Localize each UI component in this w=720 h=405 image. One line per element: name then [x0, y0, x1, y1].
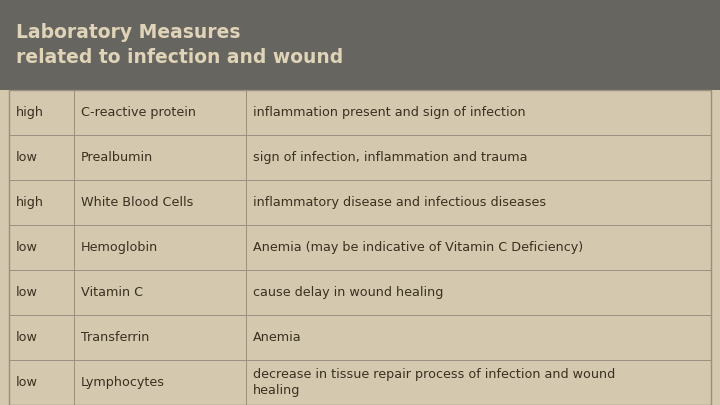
Bar — [0, 0, 720, 90]
Text: C-reactive protein: C-reactive protein — [81, 106, 196, 119]
Text: Vitamin C: Vitamin C — [81, 286, 143, 299]
Text: Transferrin: Transferrin — [81, 331, 150, 344]
Text: high: high — [16, 106, 44, 119]
Text: low: low — [16, 151, 37, 164]
Text: White Blood Cells: White Blood Cells — [81, 196, 194, 209]
Bar — [9, 90, 711, 405]
Text: low: low — [16, 286, 37, 299]
Text: Lymphocytes: Lymphocytes — [81, 376, 165, 389]
Text: cause delay in wound healing: cause delay in wound healing — [253, 286, 444, 299]
Text: Prealbumin: Prealbumin — [81, 151, 153, 164]
Bar — [9, 90, 711, 405]
Text: sign of infection, inflammation and trauma: sign of infection, inflammation and trau… — [253, 151, 528, 164]
Text: inflammation present and sign of infection: inflammation present and sign of infecti… — [253, 106, 526, 119]
Text: high: high — [16, 196, 44, 209]
Text: Hemoglobin: Hemoglobin — [81, 241, 158, 254]
Text: low: low — [16, 376, 37, 389]
Text: inflammatory disease and infectious diseases: inflammatory disease and infectious dise… — [253, 196, 546, 209]
Text: Laboratory Measures
related to infection and wound: Laboratory Measures related to infection… — [16, 23, 343, 67]
Text: decrease in tissue repair process of infection and wound
healing: decrease in tissue repair process of inf… — [253, 368, 616, 397]
Text: Anemia: Anemia — [253, 331, 302, 344]
Text: low: low — [16, 241, 37, 254]
Text: Anemia (may be indicative of Vitamin C Deficiency): Anemia (may be indicative of Vitamin C D… — [253, 241, 583, 254]
Text: low: low — [16, 331, 37, 344]
